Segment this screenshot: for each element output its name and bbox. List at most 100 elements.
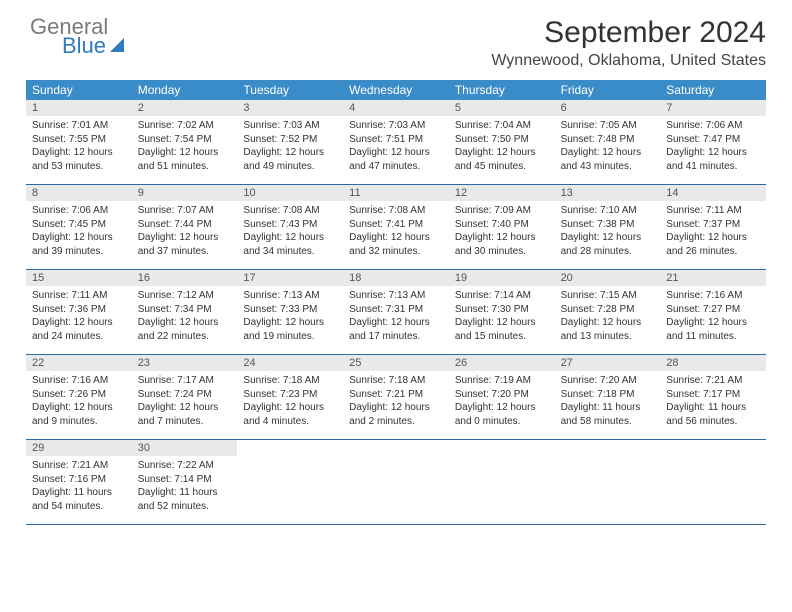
sunrise-line: Sunrise: 7:06 AM <box>32 204 126 218</box>
sunset-line: Sunset: 7:30 PM <box>455 303 549 317</box>
day-number: 26 <box>449 355 555 371</box>
day-body: Sunrise: 7:16 AMSunset: 7:27 PMDaylight:… <box>660 286 766 347</box>
daylight-line: Daylight: 12 hours and 30 minutes. <box>455 231 549 258</box>
day-cell: 30Sunrise: 7:22 AMSunset: 7:14 PMDayligh… <box>132 440 238 524</box>
day-cell: 20Sunrise: 7:15 AMSunset: 7:28 PMDayligh… <box>555 270 661 354</box>
sunrise-line: Sunrise: 7:15 AM <box>561 289 655 303</box>
day-number: 8 <box>26 185 132 201</box>
month-title: September 2024 <box>491 16 766 50</box>
day-body: Sunrise: 7:07 AMSunset: 7:44 PMDaylight:… <box>132 201 238 262</box>
day-cell: 28Sunrise: 7:21 AMSunset: 7:17 PMDayligh… <box>660 355 766 439</box>
daylight-line: Daylight: 12 hours and 51 minutes. <box>138 146 232 173</box>
day-cell <box>237 440 343 524</box>
logo-text-block: General Blue <box>30 16 124 57</box>
day-number: 28 <box>660 355 766 371</box>
sunset-line: Sunset: 7:47 PM <box>666 133 760 147</box>
day-number: 25 <box>343 355 449 371</box>
sunset-line: Sunset: 7:52 PM <box>243 133 337 147</box>
day-body: Sunrise: 7:18 AMSunset: 7:21 PMDaylight:… <box>343 371 449 432</box>
day-body: Sunrise: 7:08 AMSunset: 7:41 PMDaylight:… <box>343 201 449 262</box>
day-cell <box>449 440 555 524</box>
sunset-line: Sunset: 7:34 PM <box>138 303 232 317</box>
sunset-line: Sunset: 7:18 PM <box>561 388 655 402</box>
day-cell: 29Sunrise: 7:21 AMSunset: 7:16 PMDayligh… <box>26 440 132 524</box>
day-number: 13 <box>555 185 661 201</box>
sunrise-line: Sunrise: 7:16 AM <box>32 374 126 388</box>
daylight-line: Daylight: 11 hours and 54 minutes. <box>32 486 126 513</box>
sunrise-line: Sunrise: 7:13 AM <box>349 289 443 303</box>
daylight-line: Daylight: 11 hours and 58 minutes. <box>561 401 655 428</box>
day-cell: 24Sunrise: 7:18 AMSunset: 7:23 PMDayligh… <box>237 355 343 439</box>
day-number: 5 <box>449 100 555 116</box>
daylight-line: Daylight: 12 hours and 41 minutes. <box>666 146 760 173</box>
sunrise-line: Sunrise: 7:07 AM <box>138 204 232 218</box>
sunrise-line: Sunrise: 7:13 AM <box>243 289 337 303</box>
day-number: 18 <box>343 270 449 286</box>
sunset-line: Sunset: 7:50 PM <box>455 133 549 147</box>
day-cell: 11Sunrise: 7:08 AMSunset: 7:41 PMDayligh… <box>343 185 449 269</box>
daylight-line: Daylight: 12 hours and 53 minutes. <box>32 146 126 173</box>
day-body: Sunrise: 7:08 AMSunset: 7:43 PMDaylight:… <box>237 201 343 262</box>
sunrise-line: Sunrise: 7:04 AM <box>455 119 549 133</box>
daylight-line: Daylight: 12 hours and 24 minutes. <box>32 316 126 343</box>
header: General Blue September 2024 Wynnewood, O… <box>0 0 792 74</box>
day-body: Sunrise: 7:10 AMSunset: 7:38 PMDaylight:… <box>555 201 661 262</box>
sunset-line: Sunset: 7:51 PM <box>349 133 443 147</box>
day-body: Sunrise: 7:13 AMSunset: 7:33 PMDaylight:… <box>237 286 343 347</box>
day-cell: 7Sunrise: 7:06 AMSunset: 7:47 PMDaylight… <box>660 100 766 184</box>
weekday-label: Thursday <box>449 80 555 100</box>
sunset-line: Sunset: 7:41 PM <box>349 218 443 232</box>
title-block: September 2024 Wynnewood, Oklahoma, Unit… <box>491 16 766 70</box>
calendar: SundayMondayTuesdayWednesdayThursdayFrid… <box>26 80 766 525</box>
day-body: Sunrise: 7:03 AMSunset: 7:52 PMDaylight:… <box>237 116 343 177</box>
day-body: Sunrise: 7:17 AMSunset: 7:24 PMDaylight:… <box>132 371 238 432</box>
sunrise-line: Sunrise: 7:12 AM <box>138 289 232 303</box>
sunset-line: Sunset: 7:33 PM <box>243 303 337 317</box>
weekday-label: Friday <box>555 80 661 100</box>
day-body: Sunrise: 7:11 AMSunset: 7:37 PMDaylight:… <box>660 201 766 262</box>
day-body: Sunrise: 7:21 AMSunset: 7:16 PMDaylight:… <box>26 456 132 517</box>
day-body: Sunrise: 7:06 AMSunset: 7:47 PMDaylight:… <box>660 116 766 177</box>
sunrise-line: Sunrise: 7:16 AM <box>666 289 760 303</box>
day-number: 9 <box>132 185 238 201</box>
day-number: 27 <box>555 355 661 371</box>
day-cell: 15Sunrise: 7:11 AMSunset: 7:36 PMDayligh… <box>26 270 132 354</box>
day-cell: 8Sunrise: 7:06 AMSunset: 7:45 PMDaylight… <box>26 185 132 269</box>
sunset-line: Sunset: 7:38 PM <box>561 218 655 232</box>
day-cell <box>555 440 661 524</box>
sunset-line: Sunset: 7:48 PM <box>561 133 655 147</box>
day-number: 30 <box>132 440 238 456</box>
daylight-line: Daylight: 12 hours and 2 minutes. <box>349 401 443 428</box>
sunset-line: Sunset: 7:14 PM <box>138 473 232 487</box>
weekday-label: Monday <box>132 80 238 100</box>
day-number: 16 <box>132 270 238 286</box>
daylight-line: Daylight: 12 hours and 39 minutes. <box>32 231 126 258</box>
sunrise-line: Sunrise: 7:20 AM <box>561 374 655 388</box>
sunset-line: Sunset: 7:43 PM <box>243 218 337 232</box>
daylight-line: Daylight: 12 hours and 49 minutes. <box>243 146 337 173</box>
day-body: Sunrise: 7:12 AMSunset: 7:34 PMDaylight:… <box>132 286 238 347</box>
day-cell: 10Sunrise: 7:08 AMSunset: 7:43 PMDayligh… <box>237 185 343 269</box>
day-number: 19 <box>449 270 555 286</box>
day-body: Sunrise: 7:22 AMSunset: 7:14 PMDaylight:… <box>132 456 238 517</box>
sunset-line: Sunset: 7:26 PM <box>32 388 126 402</box>
day-body: Sunrise: 7:19 AMSunset: 7:20 PMDaylight:… <box>449 371 555 432</box>
sunrise-line: Sunrise: 7:02 AM <box>138 119 232 133</box>
day-body: Sunrise: 7:09 AMSunset: 7:40 PMDaylight:… <box>449 201 555 262</box>
daylight-line: Daylight: 12 hours and 22 minutes. <box>138 316 232 343</box>
sunset-line: Sunset: 7:37 PM <box>666 218 760 232</box>
sunrise-line: Sunrise: 7:03 AM <box>349 119 443 133</box>
daylight-line: Daylight: 12 hours and 17 minutes. <box>349 316 443 343</box>
daylight-line: Daylight: 12 hours and 9 minutes. <box>32 401 126 428</box>
week-row: 29Sunrise: 7:21 AMSunset: 7:16 PMDayligh… <box>26 440 766 525</box>
sunrise-line: Sunrise: 7:17 AM <box>138 374 232 388</box>
day-number: 22 <box>26 355 132 371</box>
day-number: 14 <box>660 185 766 201</box>
week-row: 15Sunrise: 7:11 AMSunset: 7:36 PMDayligh… <box>26 270 766 355</box>
sunrise-line: Sunrise: 7:08 AM <box>349 204 443 218</box>
day-number: 12 <box>449 185 555 201</box>
weekday-label: Tuesday <box>237 80 343 100</box>
daylight-line: Daylight: 12 hours and 47 minutes. <box>349 146 443 173</box>
sunset-line: Sunset: 7:31 PM <box>349 303 443 317</box>
sunset-line: Sunset: 7:20 PM <box>455 388 549 402</box>
